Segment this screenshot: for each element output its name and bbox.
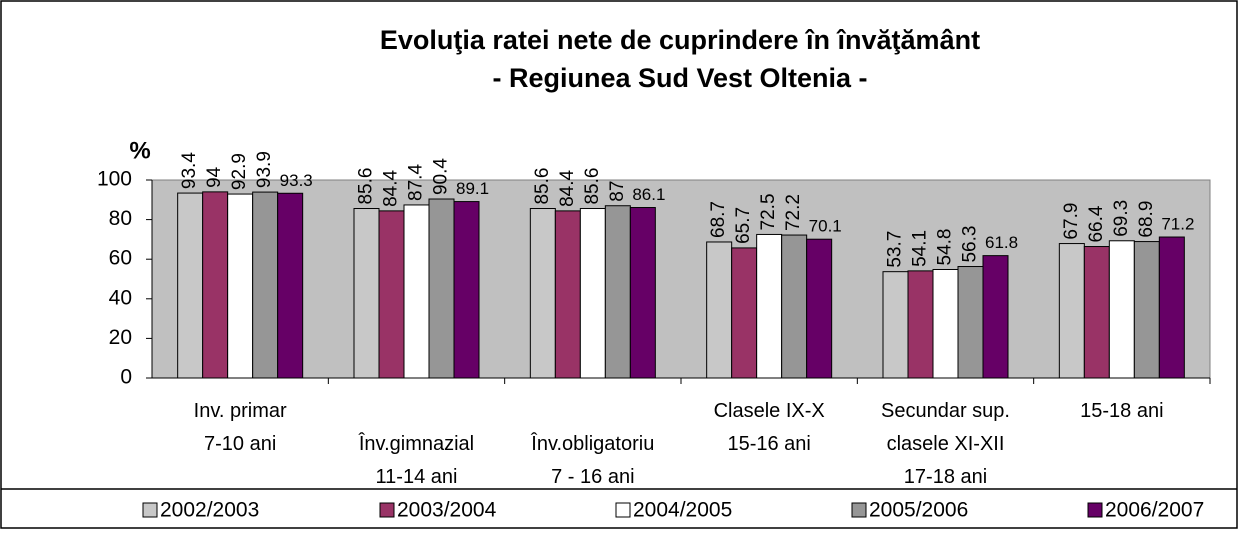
bar bbox=[907, 270, 934, 379]
data-label: 86.1 bbox=[632, 185, 665, 204]
data-label: 84.4 bbox=[381, 169, 402, 206]
chart-title: Evoluţia ratei nete de cuprindere în înv… bbox=[380, 25, 980, 55]
bar bbox=[378, 210, 405, 379]
legend-swatch bbox=[615, 502, 631, 518]
plot-area bbox=[151, 179, 1211, 379]
bar bbox=[604, 205, 631, 379]
data-label: 61.8 bbox=[985, 233, 1018, 252]
data-label: 67.9 bbox=[1061, 203, 1082, 240]
legend-label: 2003/2004 bbox=[397, 499, 497, 522]
data-label: 71.2 bbox=[1161, 215, 1194, 234]
legend-swatch bbox=[142, 502, 158, 518]
data-label: 69.3 bbox=[1111, 200, 1132, 237]
data-label: 68.7 bbox=[708, 201, 729, 238]
legend-label: 2005/2006 bbox=[869, 499, 968, 522]
data-label: 56.3 bbox=[960, 226, 981, 263]
x-tick-label: Inv. primar 7-10 ani bbox=[194, 400, 287, 455]
data-label: 84.4 bbox=[557, 169, 578, 206]
bar bbox=[453, 201, 480, 379]
bar bbox=[882, 271, 909, 379]
bar bbox=[529, 208, 556, 379]
legend-label: 2002/2003 bbox=[160, 499, 259, 522]
bar bbox=[629, 207, 656, 379]
bar bbox=[277, 192, 304, 379]
bar bbox=[579, 208, 606, 379]
legend-label: 2006/2007 bbox=[1105, 499, 1204, 522]
bar bbox=[1133, 241, 1160, 379]
y-tick-label: 0 bbox=[120, 366, 132, 389]
bar bbox=[982, 255, 1009, 379]
y-axis-label: % bbox=[129, 137, 150, 164]
y-tick-label: 40 bbox=[109, 286, 132, 309]
data-label: 53.7 bbox=[885, 231, 906, 268]
legend-label: 2004/2005 bbox=[633, 499, 732, 522]
legend-swatch bbox=[851, 502, 867, 518]
data-label: 65.7 bbox=[733, 207, 754, 244]
data-label: 85.6 bbox=[356, 168, 377, 205]
bar bbox=[731, 247, 758, 379]
data-label: 89.1 bbox=[456, 179, 489, 198]
bar bbox=[177, 192, 204, 379]
bar bbox=[1108, 240, 1135, 379]
x-tick-label: Secundar sup. clasele XI-XII 17-18 ani bbox=[881, 400, 1010, 488]
data-label: 54.1 bbox=[910, 230, 931, 267]
bar bbox=[706, 241, 733, 379]
data-label: 92.9 bbox=[229, 153, 250, 190]
data-label: 85.6 bbox=[532, 168, 553, 205]
chart-subtitle: - Regiunea Sud Vest Oltenia - bbox=[492, 63, 867, 93]
x-tick-label: 15-18 ani bbox=[1080, 400, 1163, 422]
x-tick-label: Înv.gimnazial 11-14 ani bbox=[358, 432, 474, 488]
bar bbox=[781, 234, 808, 379]
y-tick-label: 80 bbox=[109, 207, 132, 230]
bar bbox=[957, 266, 984, 379]
bar bbox=[403, 204, 430, 379]
data-label: 72.2 bbox=[783, 194, 804, 231]
bar bbox=[353, 208, 380, 379]
legend-swatch bbox=[1087, 502, 1103, 518]
data-label: 72.5 bbox=[758, 193, 779, 230]
y-tick-label: 100 bbox=[97, 168, 132, 191]
data-label: 94 bbox=[204, 166, 225, 188]
bar bbox=[806, 238, 833, 379]
data-label: 87.4 bbox=[406, 164, 427, 201]
data-label: 68.9 bbox=[1136, 201, 1157, 238]
bar bbox=[932, 268, 959, 379]
bar bbox=[428, 198, 455, 379]
x-tick-label: Clasele IX-X 15-16 ani bbox=[714, 400, 825, 455]
legend-swatch bbox=[379, 502, 395, 518]
bar bbox=[1158, 236, 1185, 379]
data-label: 90.4 bbox=[431, 158, 452, 195]
data-label: 70.1 bbox=[809, 217, 842, 236]
data-label: 54.8 bbox=[935, 229, 956, 266]
bar bbox=[1083, 246, 1110, 379]
data-label: 93.3 bbox=[280, 171, 313, 190]
y-tick-label: 60 bbox=[109, 247, 132, 270]
data-label: 93.9 bbox=[254, 151, 275, 188]
bar bbox=[252, 191, 279, 379]
bar bbox=[202, 191, 229, 379]
bar bbox=[1058, 243, 1085, 379]
bar bbox=[756, 233, 783, 379]
data-label: 85.6 bbox=[582, 168, 603, 205]
bar bbox=[227, 193, 254, 379]
y-tick-label: 20 bbox=[109, 326, 132, 349]
x-tick-label: Înv.obligatoriu 7 - 16 ani bbox=[530, 432, 654, 488]
bar bbox=[554, 210, 581, 379]
data-label: 93.4 bbox=[179, 152, 200, 189]
data-label: 66.4 bbox=[1086, 205, 1107, 242]
data-label: 87 bbox=[607, 181, 628, 202]
